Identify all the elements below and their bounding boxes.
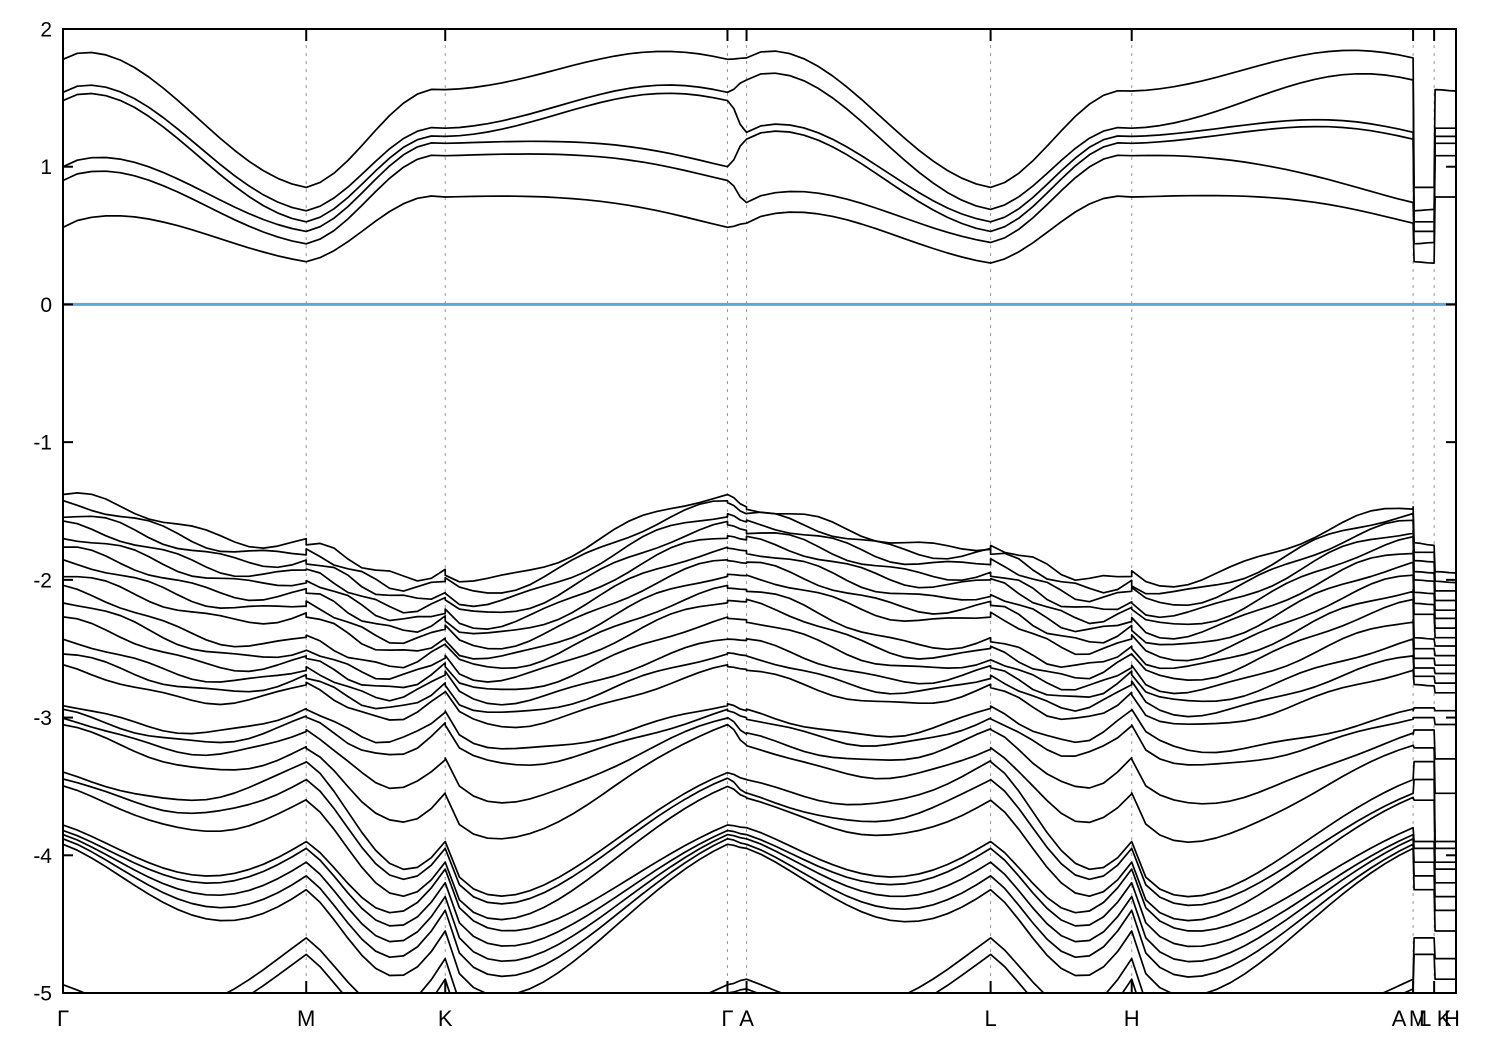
conduction-band-line bbox=[63, 194, 1456, 264]
kpoint-label: M bbox=[297, 1006, 315, 1031]
valence-band-line bbox=[63, 512, 1456, 608]
valence-band-line bbox=[63, 702, 1456, 754]
conduction-band-line bbox=[63, 72, 1456, 212]
valence-band-line bbox=[63, 598, 1456, 683]
conduction-band-line bbox=[63, 49, 1456, 189]
conduction-band-line bbox=[63, 125, 1456, 233]
axis-ticks bbox=[63, 28, 1456, 994]
plot-border bbox=[62, 28, 1457, 994]
valence-band-line bbox=[63, 953, 1456, 993]
y-tick-label: 1 bbox=[40, 156, 52, 179]
valence-band-line bbox=[63, 534, 1456, 630]
kpoint-label: K bbox=[1437, 1006, 1452, 1031]
valence-band-line bbox=[63, 708, 1456, 767]
valence-band-line bbox=[63, 824, 1456, 932]
valence-band-line bbox=[63, 759, 1456, 898]
kpoint-label: Γ bbox=[721, 1006, 733, 1031]
valence-band-line bbox=[63, 520, 1456, 619]
kpoint-label: H bbox=[1124, 1006, 1140, 1031]
valence-band-line bbox=[63, 573, 1456, 662]
kpoint-label: Γ bbox=[57, 1006, 69, 1031]
y-tick-label: 0 bbox=[40, 294, 52, 317]
valence-band-line bbox=[63, 499, 1456, 595]
y-tick-label: 2 bbox=[40, 19, 52, 42]
plot-border-rect bbox=[62, 28, 1457, 994]
gridlines bbox=[305, 29, 1435, 993]
kpoint-label: L bbox=[1419, 1006, 1431, 1031]
valence-band-line bbox=[63, 777, 1456, 907]
valence-band-line bbox=[63, 638, 1456, 706]
conduction-band-line bbox=[63, 153, 1456, 245]
bands-group bbox=[63, 49, 1456, 993]
valence-band-line bbox=[63, 546, 1456, 640]
valence-band-line bbox=[63, 663, 1456, 729]
valence-band-line bbox=[63, 584, 1456, 670]
y-tick-label: -2 bbox=[33, 569, 52, 592]
x-axis-labels: Γ M K Γ A L H A ML KH bbox=[57, 1006, 1460, 1031]
valence-band-line bbox=[63, 723, 1456, 844]
y-tick-label: -1 bbox=[33, 432, 52, 455]
valence-band-line bbox=[63, 784, 1456, 922]
valence-band-line bbox=[63, 837, 1456, 978]
y-tick-label: -5 bbox=[33, 983, 52, 1006]
kpoint-label: M bbox=[1409, 1006, 1427, 1031]
valence-band-line bbox=[63, 616, 1456, 695]
y-axis-labels: 2 1 0 -1 -2 -3 -4 -5 bbox=[33, 19, 52, 1006]
valence-band-line bbox=[63, 558, 1456, 650]
valence-band-line bbox=[63, 716, 1456, 805]
valence-band-line bbox=[63, 492, 1456, 588]
kpoint-label: H bbox=[1444, 1006, 1460, 1031]
kpoint-label: K bbox=[438, 1006, 453, 1031]
y-tick-label: -3 bbox=[33, 707, 52, 730]
kpoint-label: A bbox=[739, 1006, 754, 1031]
valence-band-line bbox=[63, 651, 1456, 718]
valence-band-line bbox=[63, 833, 1456, 963]
valence-band-line bbox=[63, 829, 1456, 948]
valence-band-line bbox=[63, 843, 1456, 993]
valence-band-line bbox=[63, 937, 1456, 993]
y-tick-label: -4 bbox=[33, 845, 52, 868]
kpoint-label: A bbox=[1392, 1006, 1407, 1031]
kpoint-label: L bbox=[984, 1006, 996, 1031]
conduction-band-line bbox=[63, 92, 1456, 223]
